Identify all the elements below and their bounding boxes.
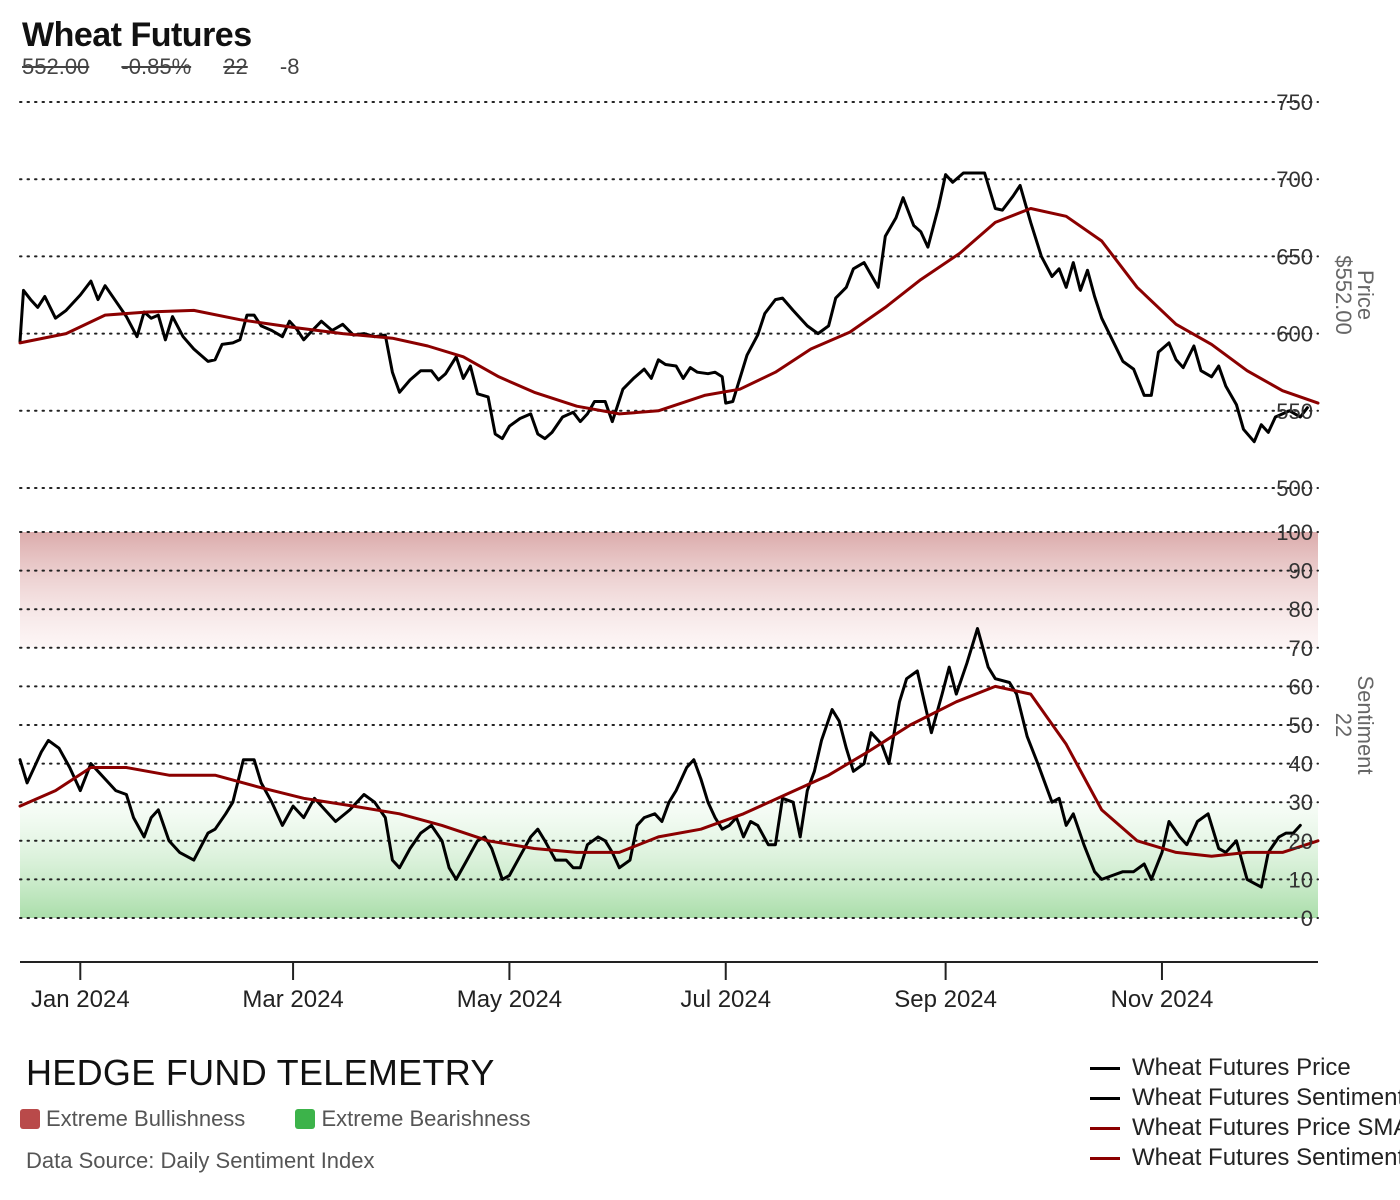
legend-line-icon <box>1090 1156 1120 1160</box>
x-tick-label: Jan 2024 <box>31 986 130 1013</box>
data-source: Data Source: Daily Sentiment Index <box>26 1148 375 1173</box>
extreme-bullish-band <box>20 532 1318 648</box>
y-tick-label: 750 <box>1276 90 1313 115</box>
zone-legend: Extreme Bullishness Extreme Bearishness <box>20 1106 575 1135</box>
y-tick-label: 70 <box>1289 636 1313 661</box>
legend-item-sentiment[interactable]: Wheat Futures Sentiment <box>1090 1083 1400 1113</box>
legend-item-sentiment-sma[interactable]: Wheat Futures Sentiment SMA <box>1090 1143 1400 1173</box>
sentiment-line <box>18 627 1302 889</box>
sentiment-value: 22 <box>223 54 248 79</box>
legend-line-icon <box>1090 1066 1120 1070</box>
chart-canvas: 500 550 600 650 700 750 Price$552.00 0 10 20 30 40 5… <box>18 90 1378 1013</box>
y-axis-value: 22 <box>1331 713 1356 737</box>
legend-label: Wheat Futures Sentiment SMA <box>1132 1144 1400 1171</box>
price-line <box>18 171 1309 444</box>
y-tick-label: 500 <box>1276 476 1313 501</box>
zone-bullish: Extreme Bullishness <box>20 1106 245 1132</box>
y-tick-label: 80 <box>1289 597 1313 622</box>
legend-label: Wheat Futures Price SMA <box>1132 1114 1400 1141</box>
y-tick-label: 40 <box>1289 752 1313 777</box>
y-tick-label: 90 <box>1289 559 1313 584</box>
brand-name: HEDGE FUND TELEMETRY <box>26 1052 495 1093</box>
price-change: -0.85% <box>121 54 192 79</box>
sentiment-sma-line <box>18 684 1320 858</box>
x-tick-label: Sep 2024 <box>894 986 997 1013</box>
zone-bearish: Extreme Bearishness <box>295 1106 531 1132</box>
x-tick-label: May 2024 <box>457 986 562 1013</box>
y-axis-title: Sentiment <box>1353 675 1378 774</box>
y-tick-label: 100 <box>1276 520 1313 545</box>
last-price: 552.00 <box>22 54 90 79</box>
legend-item-price-sma[interactable]: Wheat Futures Price SMA <box>1090 1113 1400 1143</box>
x-tick-label: Jul 2024 <box>680 986 771 1013</box>
extreme-bearish-band <box>20 802 1318 918</box>
y-tick-label: 30 <box>1289 790 1313 815</box>
legend-item-price[interactable]: Wheat Futures Price <box>1090 1053 1400 1083</box>
stats-row: 552.00 -0.85% 22 -8 <box>22 54 325 80</box>
y-axis-value: $552.00 <box>1331 255 1356 335</box>
legend-label: Wheat Futures Price <box>1132 1054 1351 1081</box>
bearish-label: Extreme Bearishness <box>321 1106 531 1131</box>
y-tick-label: 0 <box>1301 906 1313 931</box>
legend-line-icon <box>1090 1096 1120 1100</box>
bearish-swatch <box>295 1109 316 1129</box>
y-axis-title: Price <box>1353 270 1378 320</box>
series-legend: Wheat Futures Price Wheat Futures Sentim… <box>1090 1053 1400 1173</box>
y-tick-label: 700 <box>1276 167 1313 192</box>
y-tick-label: 50 <box>1289 713 1313 738</box>
legend-line-icon <box>1090 1126 1120 1130</box>
sentiment-change: -8 <box>279 54 300 79</box>
bullish-label: Extreme Bullishness <box>46 1106 246 1131</box>
y-tick-label: 20 <box>1289 829 1313 854</box>
x-tick-label: Mar 2024 <box>242 986 343 1013</box>
bullish-swatch <box>20 1109 40 1129</box>
legend-label: Wheat Futures Sentiment <box>1132 1084 1400 1111</box>
y-tick-label: 650 <box>1276 244 1313 269</box>
price-sma-line <box>18 207 1320 416</box>
y-tick-label: 10 <box>1289 867 1313 892</box>
y-tick-label: 600 <box>1276 322 1313 347</box>
y-tick-label: 550 <box>1276 399 1313 424</box>
y-tick-label: 60 <box>1289 674 1313 699</box>
x-tick-label: Nov 2024 <box>1111 986 1214 1013</box>
chart-title: Wheat Futures <box>22 16 252 54</box>
